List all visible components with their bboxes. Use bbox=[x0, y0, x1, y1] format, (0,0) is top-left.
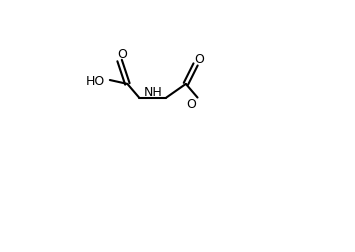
Text: HO: HO bbox=[86, 74, 105, 87]
Text: O: O bbox=[118, 48, 127, 61]
Text: O: O bbox=[187, 98, 197, 110]
Text: NH: NH bbox=[143, 86, 162, 99]
Text: O: O bbox=[195, 53, 204, 66]
